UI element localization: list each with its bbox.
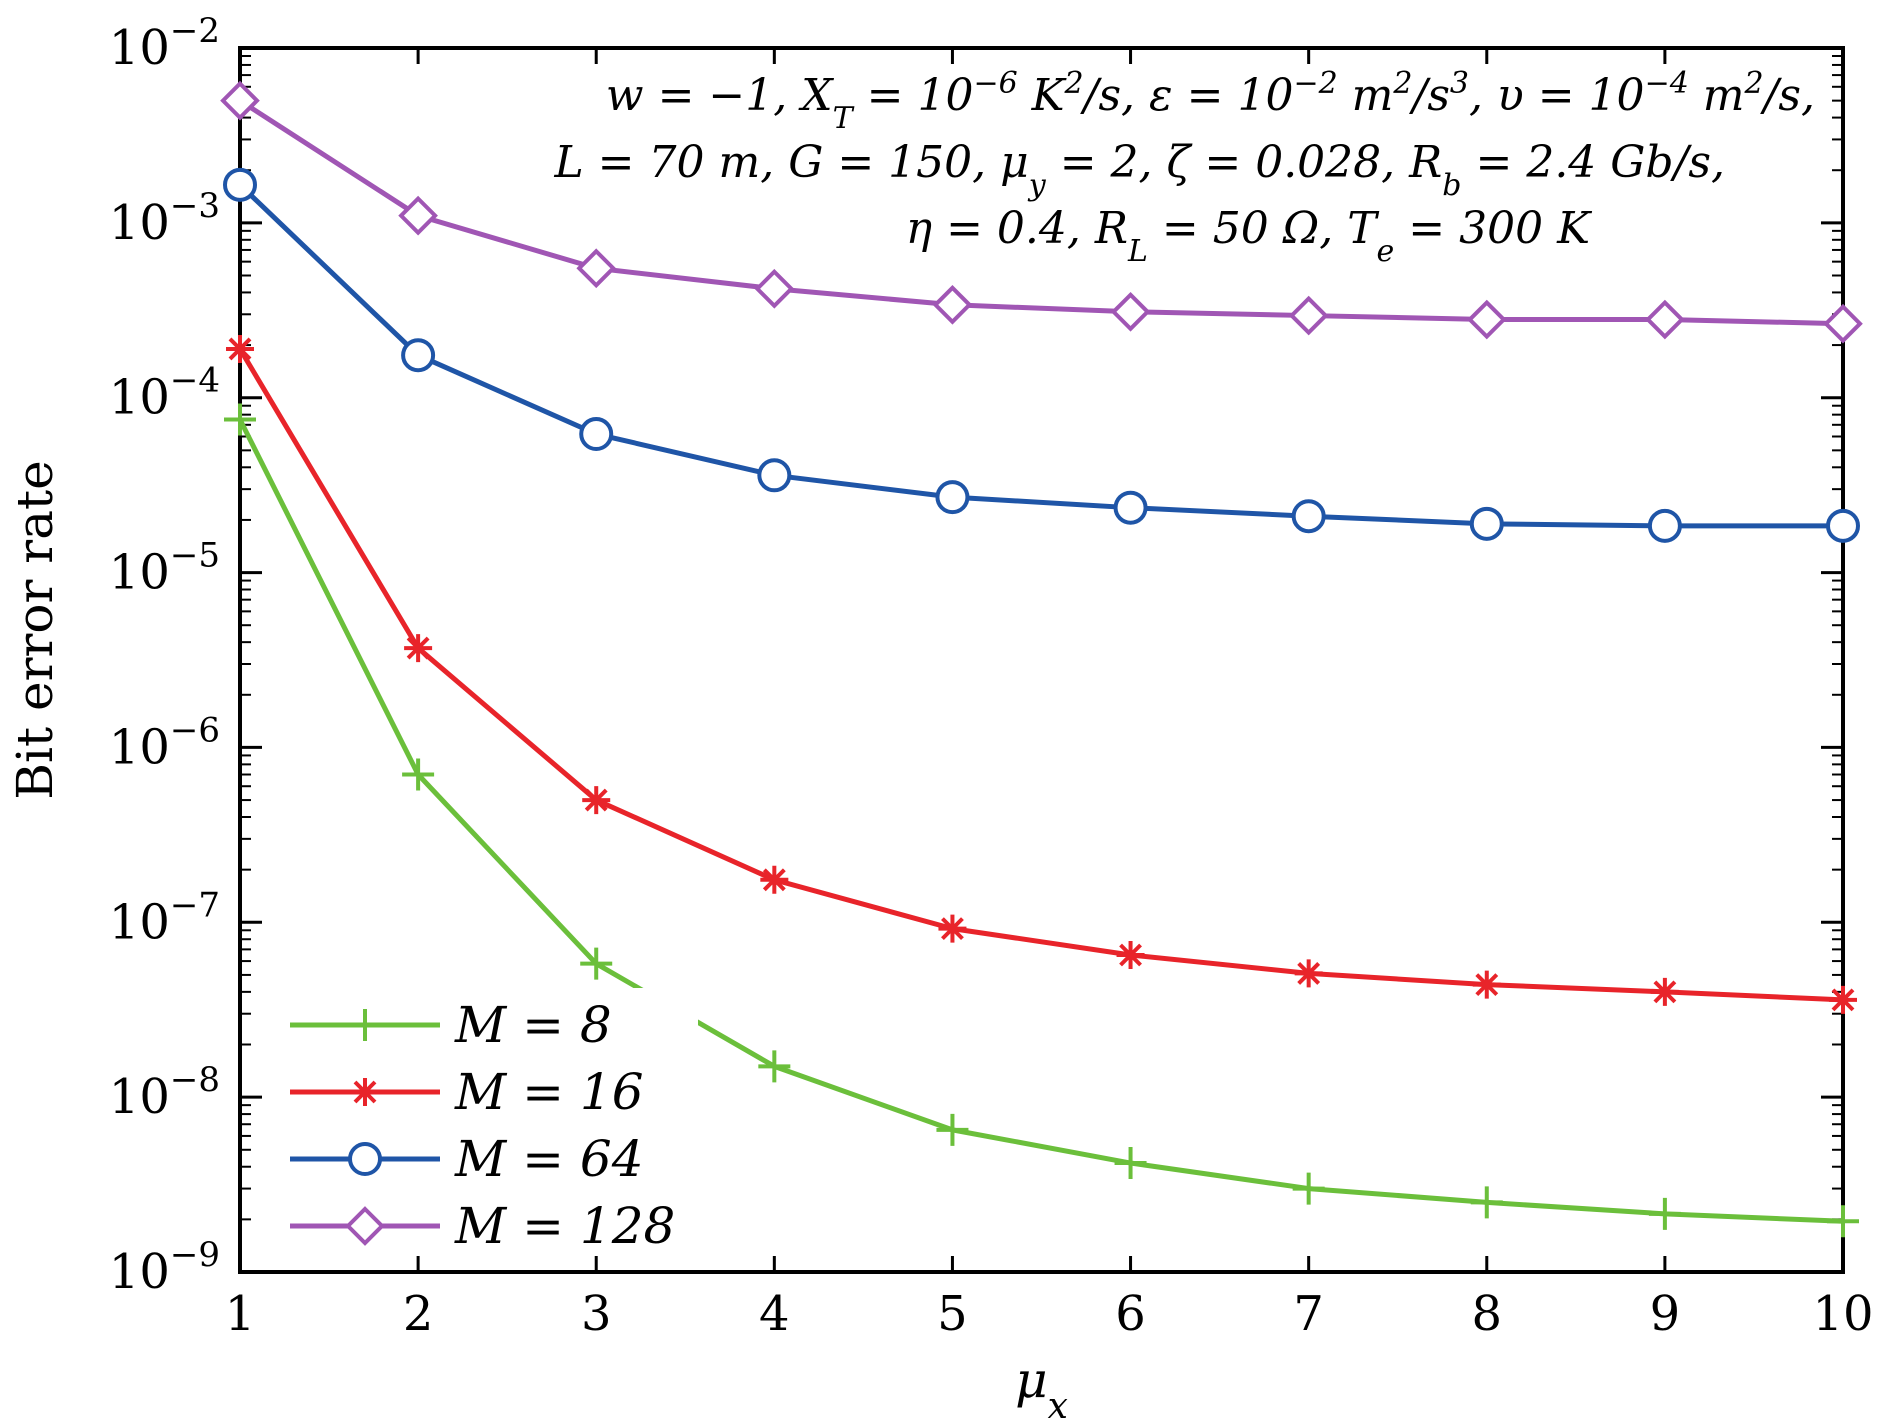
axes	[238, 46, 1845, 1274]
x-tick-label: 6	[1115, 1286, 1146, 1342]
data-point	[935, 480, 970, 515]
y-tick-label: 10−9	[109, 1235, 220, 1300]
y-tick-label: 10−6	[109, 710, 220, 775]
legend: M = 8 M = 16 M = 64 M = 128	[278, 988, 698, 1255]
y-axis-label: Bit error rate	[6, 460, 64, 799]
y-tick-label: 10−4	[109, 361, 220, 426]
data-point	[1116, 940, 1145, 969]
x-tick-label: 1	[225, 1286, 256, 1342]
data-point	[1114, 1147, 1147, 1180]
data-point	[757, 458, 792, 493]
data-point	[932, 284, 973, 325]
data-point	[1647, 508, 1682, 543]
data-point	[223, 167, 257, 202]
legend-box	[278, 988, 698, 1250]
data-point	[758, 1050, 791, 1083]
y-tick-label: 10−7	[109, 885, 220, 950]
legend-marker	[345, 1206, 385, 1246]
legend-marker	[348, 1142, 382, 1176]
data-point	[1827, 1205, 1859, 1238]
annotation-line: w = −1, XT = 10−6 K2/s, ε = 10−2 m2/s3, …	[606, 66, 1815, 136]
data-point	[398, 195, 438, 236]
ticks: 1 2 3 4 5 6 7 8 9 10 μx 10−2 10−3 10−4 10−5 10−6 10−7 10−…	[109, 11, 1874, 1423]
x-axis-label: μx	[1015, 1351, 1068, 1418]
legend-marker	[351, 1078, 379, 1106]
annotation-line: L = 70 m, G = 150, μy = 2, ζ = 0.028, Rb…	[553, 137, 1725, 203]
annotation-line: η = 0.4, RL = 50 Ω, Te = 300 K	[906, 203, 1592, 269]
data-point	[1472, 970, 1501, 999]
y-tick-label: 10−2	[109, 11, 220, 76]
legend-item-2: M = 64	[290, 1130, 644, 1188]
series-line	[237, 347, 1844, 1003]
data-point	[580, 947, 613, 980]
data-point	[579, 417, 614, 452]
plot-frame	[238, 46, 1845, 1274]
data-point	[936, 1113, 969, 1146]
data-point	[1829, 985, 1857, 1014]
data-point	[1291, 499, 1326, 534]
legend-item-1: M = 16	[290, 1063, 644, 1121]
data-point	[1288, 295, 1329, 336]
data-point	[1113, 490, 1148, 525]
legend-item-0: M = 8	[290, 996, 612, 1054]
y-tick-label: 10−5	[109, 536, 220, 601]
x-tick-label: 5	[937, 1286, 968, 1342]
data-point	[224, 403, 256, 436]
x-tick-label: 10	[1812, 1286, 1873, 1342]
series-line	[238, 183, 1843, 529]
legend-item-3: M = 128	[290, 1197, 675, 1255]
data-point	[576, 248, 617, 289]
x-tick-label: 4	[759, 1286, 790, 1342]
legend-label: M = 8	[454, 996, 612, 1054]
y-tick-label: 10−3	[109, 186, 220, 251]
legend-label: M = 16	[454, 1063, 644, 1121]
data-point	[1648, 1197, 1681, 1230]
series-line	[238, 98, 1844, 327]
data-point	[404, 634, 433, 663]
series-1	[226, 334, 1857, 1014]
data-point	[401, 338, 436, 373]
data-point	[754, 268, 795, 309]
x-tick-label: 8	[1472, 1286, 1503, 1342]
data-point	[226, 334, 254, 363]
series-0	[224, 403, 1859, 1238]
y-tick-label: 10−8	[109, 1060, 220, 1125]
data-point	[1292, 1172, 1325, 1205]
series-line	[237, 418, 1844, 1224]
data-point	[1110, 291, 1151, 332]
x-tick-label: 3	[581, 1286, 612, 1342]
x-tick-label: 9	[1650, 1286, 1681, 1342]
series-3	[220, 80, 1863, 344]
legend-label: M = 128	[454, 1197, 675, 1255]
data-point	[220, 80, 260, 121]
series-2	[223, 167, 1860, 543]
legend-marker	[349, 1009, 381, 1041]
data-point	[402, 758, 435, 791]
data-point	[1826, 508, 1860, 543]
data-point	[1823, 303, 1863, 344]
data-point	[1469, 506, 1504, 541]
x-tick-label: 2	[403, 1286, 434, 1342]
data-point	[938, 914, 967, 943]
data-point	[760, 865, 789, 894]
series-group	[220, 80, 1863, 1238]
data-point	[1294, 959, 1323, 988]
legend-label: M = 64	[454, 1130, 644, 1188]
data-point	[1466, 299, 1507, 340]
annotation: w = −1, XT = 10−6 K2/s, ε = 10−2 m2/s3, …	[553, 66, 1815, 269]
data-point	[1650, 977, 1679, 1006]
data-point	[1645, 299, 1685, 340]
data-point	[582, 786, 611, 815]
x-tick-label: 7	[1293, 1286, 1324, 1342]
data-point	[1470, 1186, 1503, 1219]
